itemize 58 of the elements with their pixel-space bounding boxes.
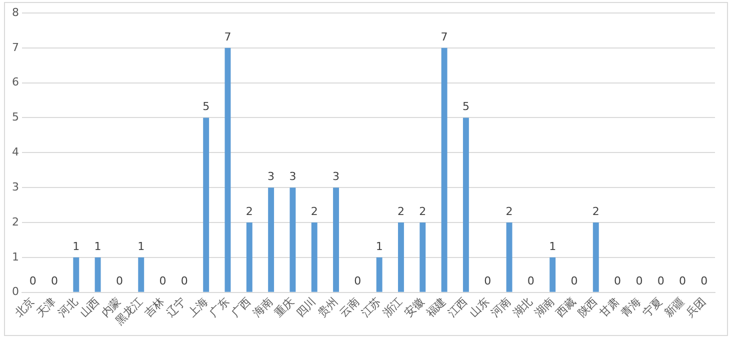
data-label: 0 <box>50 274 58 288</box>
data-label: 2 <box>592 204 600 218</box>
bar <box>376 257 382 292</box>
data-label: 0 <box>570 274 578 288</box>
data-label: 0 <box>159 274 166 288</box>
data-label: 2 <box>310 204 318 218</box>
y-tick-label: 6 <box>12 76 19 89</box>
bar <box>224 48 231 292</box>
data-label: 0 <box>484 274 492 288</box>
data-label: 0 <box>636 274 643 288</box>
data-label: 0 <box>527 274 534 288</box>
data-label: 1 <box>138 240 145 253</box>
data-label: 1 <box>72 240 80 253</box>
bar <box>506 222 512 292</box>
y-tick-label: 3 <box>12 180 19 194</box>
data-label: 0 <box>614 274 622 288</box>
data-label: 2 <box>506 204 513 218</box>
data-label: 2 <box>419 204 426 218</box>
bar <box>550 257 556 292</box>
data-label: 0 <box>29 274 36 288</box>
y-tick-label: 4 <box>12 146 19 159</box>
data-label: 0 <box>657 274 664 288</box>
bar <box>441 48 448 292</box>
y-tick-label: 7 <box>12 40 19 54</box>
bar <box>73 257 80 292</box>
data-label: 0 <box>116 274 123 288</box>
bar <box>94 257 101 292</box>
bar <box>398 222 404 292</box>
bar <box>311 222 318 292</box>
data-label: 0 <box>180 274 188 288</box>
y-tick-label: 2 <box>12 215 19 228</box>
data-label: 7 <box>224 30 232 44</box>
data-label: 0 <box>679 274 686 288</box>
data-label: 3 <box>332 170 340 183</box>
data-label: 1 <box>376 240 383 253</box>
bar <box>290 188 296 292</box>
data-label: 0 <box>354 274 362 288</box>
bar <box>246 222 252 292</box>
data-label: 2 <box>246 204 253 218</box>
y-tick-label: 1 <box>12 250 19 264</box>
bar <box>462 118 469 292</box>
data-label: 3 <box>289 170 296 183</box>
data-label: 1 <box>94 240 102 253</box>
data-label: 5 <box>462 100 470 114</box>
data-label: 1 <box>549 240 556 253</box>
data-label: 0 <box>700 274 708 288</box>
bar <box>592 222 599 292</box>
y-tick-label: 8 <box>12 6 19 19</box>
data-label: 2 <box>397 204 404 218</box>
data-label: 5 <box>202 100 210 114</box>
bar <box>138 257 144 292</box>
data-label: 3 <box>268 170 275 183</box>
data-label: 7 <box>440 30 448 44</box>
y-tick-label: 5 <box>12 110 19 124</box>
bar <box>203 118 210 292</box>
bar <box>420 222 426 292</box>
bar <box>268 188 274 292</box>
bar <box>333 188 339 292</box>
